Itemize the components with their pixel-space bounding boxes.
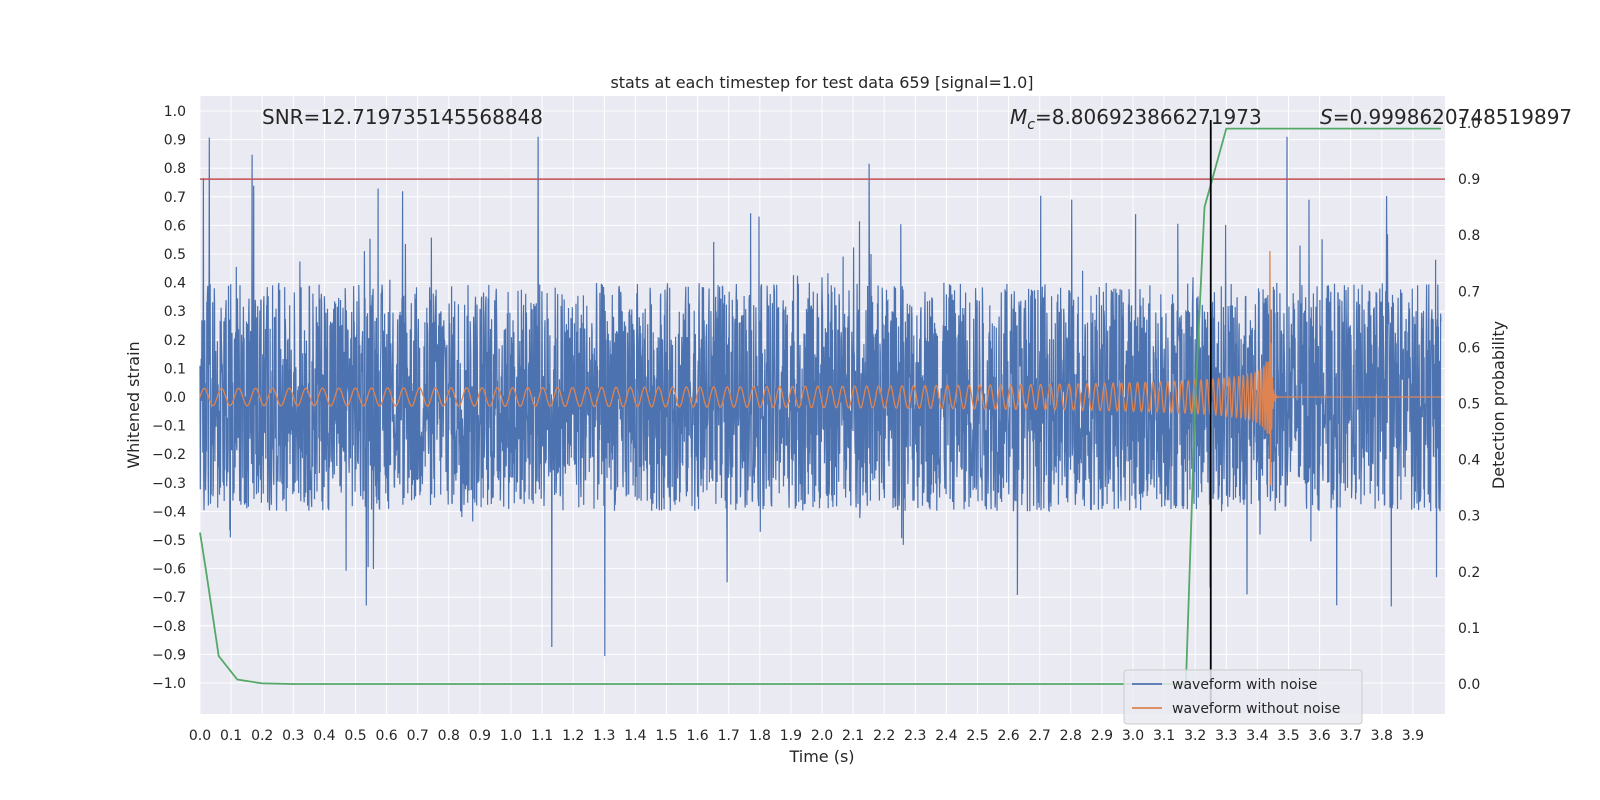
y2-tick-label: 0.2	[1458, 565, 1480, 581]
x-tick-label: 0.3	[282, 728, 304, 744]
x-tick-label: 2.4	[935, 728, 957, 744]
s-symbol: S	[1320, 105, 1333, 129]
mc-annotation: Mc=8.806923866271973	[1010, 105, 1262, 133]
y-axis-label: Whitened strain	[124, 341, 143, 468]
y-tick-label: −0.6	[152, 562, 186, 578]
x-tick-label: 0.8	[438, 728, 460, 744]
y2-tick-label: 0.8	[1458, 228, 1480, 244]
x-tick-label: 1.5	[655, 728, 677, 744]
series-waveform-without-noise	[199, 250, 1441, 486]
x-tick-label: 0.6	[375, 728, 397, 744]
y2-tick-label: 0.4	[1458, 453, 1480, 469]
x-tick-label: 3.2	[1184, 728, 1206, 744]
y-tick-label: 1.0	[164, 104, 186, 120]
x-tick-label: 3.9	[1402, 728, 1424, 744]
x-tick-label: 2.5	[966, 728, 988, 744]
y-tick-label: −0.1	[152, 419, 186, 435]
y-tick-label: 0.6	[164, 218, 186, 234]
waveform-with-noise-line	[199, 136, 1442, 657]
y-tick-label: −0.3	[152, 476, 186, 492]
x-tick-label: 3.7	[1340, 728, 1362, 744]
x-tick-label: 1.1	[531, 728, 553, 744]
y2-tick-label: 0.6	[1458, 340, 1480, 356]
x-tick-label: 0.9	[469, 728, 491, 744]
mc-subscript: c	[1027, 117, 1035, 133]
y-axis-ticks: 1.0 0.9 0.8 0.7 0.6 0.5 0.4 0.3 0.2 0.1 0.0 −0.1 −0.…	[152, 104, 186, 692]
y2-tick-label: 0.3	[1458, 509, 1480, 525]
chart-title: stats at each timestep for test data 659…	[610, 73, 1033, 92]
x-tick-label: 1.3	[593, 728, 615, 744]
y2-axis-label: Detection probability	[1489, 321, 1508, 489]
x-axis-ticks: 0.0 0.1 0.2 0.3 0.4 0.5 0.6 0.7 0.8 0.9 1.0 1.1 1.2 1…	[189, 728, 1424, 744]
y-tick-label: 0.5	[164, 247, 186, 263]
x-tick-label: 1.7	[718, 728, 740, 744]
y-tick-label: 0.8	[164, 161, 186, 177]
x-tick-label: 0.0	[189, 728, 211, 744]
x-tick-label: 3.6	[1308, 728, 1330, 744]
y-tick-label: 0.2	[164, 333, 186, 349]
x-tick-label: 0.7	[407, 728, 429, 744]
s-value: =0.9998620748519897	[1333, 105, 1572, 129]
series-waveform-with-noise	[199, 136, 1442, 657]
y2-axis-ticks: 1.0 0.9 0.8 0.7 0.6 0.5 0.4 0.3 0.2 0.1 0.0	[1458, 116, 1480, 693]
x-tick-label: 2.6	[997, 728, 1019, 744]
x-tick-label: 2.1	[842, 728, 864, 744]
x-tick-label: 1.9	[780, 728, 802, 744]
waveform-without-noise-line	[199, 250, 1441, 486]
y-tick-label: 0.1	[164, 361, 186, 377]
x-tick-label: 3.1	[1153, 728, 1175, 744]
x-tick-label: 0.5	[344, 728, 366, 744]
x-tick-label: 0.4	[313, 728, 335, 744]
x-tick-label: 1.6	[686, 728, 708, 744]
y2-tick-label: 0.5	[1458, 397, 1480, 413]
x-tick-label: 1.2	[562, 728, 584, 744]
y-tick-label: −0.9	[152, 647, 186, 663]
y-tick-label: −0.5	[152, 533, 186, 549]
legend: waveform with noise waveform without noi…	[1123, 669, 1363, 725]
y2-tick-label: 0.1	[1458, 621, 1480, 637]
x-tick-label: 0.1	[220, 728, 242, 744]
legend-box	[1123, 669, 1363, 725]
x-tick-label: 1.0	[500, 728, 522, 744]
x-tick-label: 3.3	[1215, 728, 1237, 744]
y2-tick-label: 0.7	[1458, 284, 1480, 300]
x-tick-label: 2.7	[1029, 728, 1051, 744]
x-tick-label: 2.0	[811, 728, 833, 744]
y-tick-label: −1.0	[152, 676, 186, 692]
mc-symbol: M	[1010, 105, 1027, 129]
x-tick-label: 1.8	[749, 728, 771, 744]
y-tick-label: 0.3	[164, 304, 186, 320]
x-tick-label: 0.2	[251, 728, 273, 744]
x-tick-label: 3.4	[1246, 728, 1268, 744]
x-tick-label: 1.4	[624, 728, 646, 744]
x-axis-label: Time (s)	[788, 747, 854, 766]
y-tick-label: −0.2	[152, 447, 186, 463]
y2-tick-label: 1.0	[1458, 116, 1480, 132]
s-annotation: S=0.9998620748519897	[1320, 105, 1572, 129]
x-tick-label: 2.9	[1091, 728, 1113, 744]
y2-tick-label: 0.0	[1458, 677, 1480, 693]
legend-label-noise: waveform with noise	[1172, 677, 1317, 693]
y-tick-label: −0.4	[152, 504, 186, 520]
y-tick-label: −0.8	[152, 619, 186, 635]
x-tick-label: 2.3	[904, 728, 926, 744]
snr-annotation: SNR=12.719735145568848	[262, 105, 543, 129]
y-tick-label: 0.9	[164, 133, 186, 149]
legend-label-clean: waveform without noise	[1172, 701, 1340, 717]
x-tick-label: 3.8	[1371, 728, 1393, 744]
y-tick-label: −0.7	[152, 590, 186, 606]
x-tick-label: 2.2	[873, 728, 895, 744]
x-tick-label: 3.5	[1277, 728, 1299, 744]
x-tick-label: 2.8	[1060, 728, 1082, 744]
x-tick-label: 3.0	[1122, 728, 1144, 744]
mc-value: =8.806923866271973	[1035, 105, 1262, 129]
y-tick-label: 0.4	[164, 276, 186, 292]
detection-probability-line	[199, 127, 1441, 685]
y-tick-label: 0.7	[164, 190, 186, 206]
y2-tick-label: 0.9	[1458, 172, 1480, 188]
y-tick-label: 0.0	[164, 390, 186, 406]
